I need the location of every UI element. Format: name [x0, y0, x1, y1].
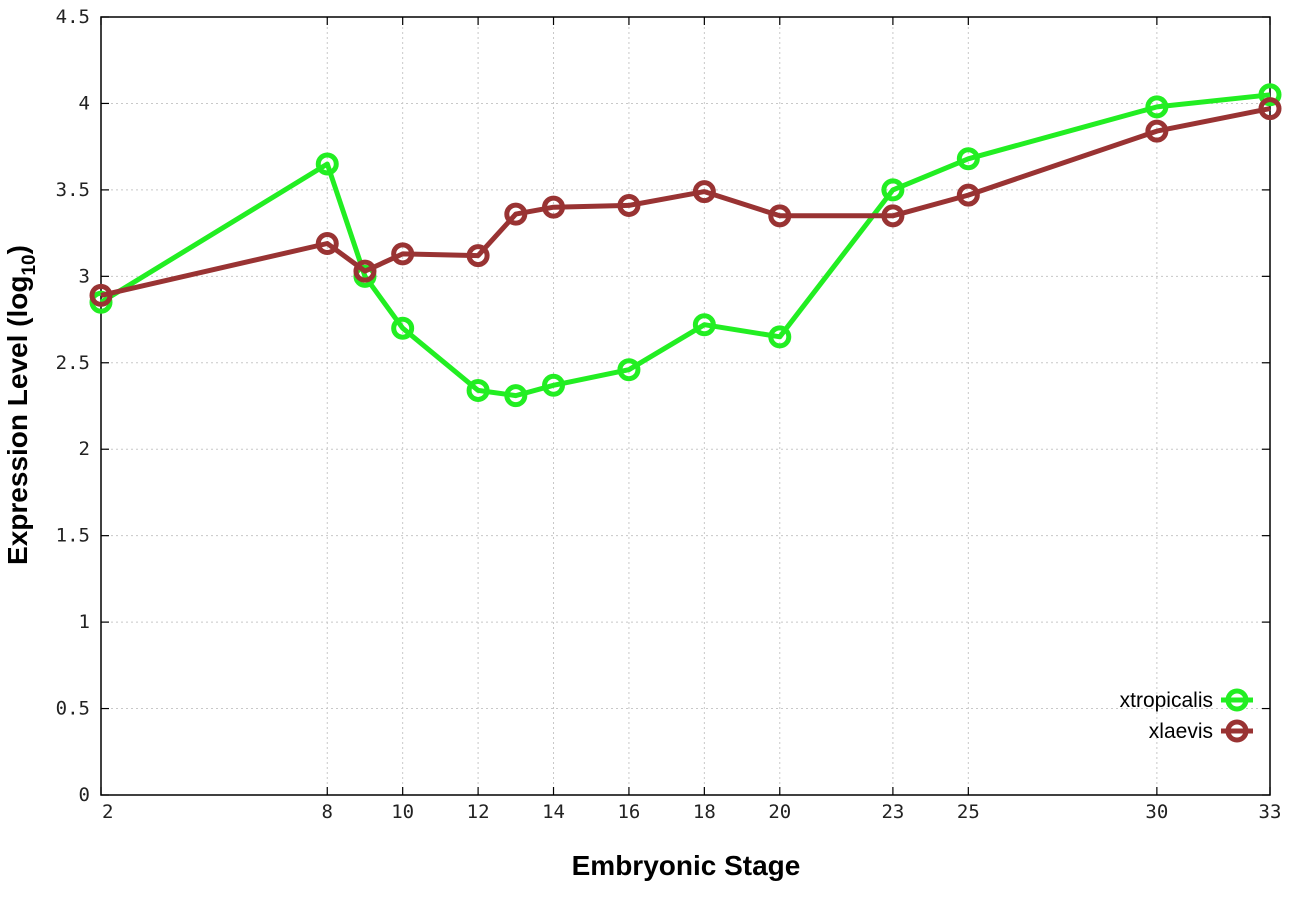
- y-tick-label: 3.5: [56, 179, 90, 201]
- y-tick-label: 2: [79, 438, 90, 460]
- y-tick-label: 0.5: [56, 698, 90, 720]
- series-line: [100, 106, 1271, 298]
- data-point: [1145, 95, 1169, 119]
- data-point: [956, 183, 980, 207]
- x-tick-label: 16: [617, 801, 640, 823]
- series-layer: [89, 83, 1282, 408]
- data-point: [315, 152, 339, 176]
- data-point: [768, 325, 792, 349]
- y-tick-label: 0: [79, 784, 90, 806]
- data-point: [617, 193, 641, 217]
- grid: [101, 17, 1270, 795]
- data-point: [89, 283, 113, 307]
- legend-label: xlaevis: [1149, 720, 1213, 743]
- data-point: [466, 378, 490, 402]
- data-point: [1145, 119, 1169, 143]
- x-tick-label: 18: [693, 801, 716, 823]
- x-tick-label: 20: [768, 801, 791, 823]
- data-point: [353, 259, 377, 283]
- data-point: [504, 202, 528, 226]
- legend-marker: [1225, 688, 1249, 712]
- series-xtropicalis: [89, 83, 1282, 408]
- y-tick-label: 4: [79, 92, 90, 114]
- x-tick-label: 14: [542, 801, 565, 823]
- legend-marker: [1225, 719, 1249, 743]
- x-tick-label: 8: [322, 801, 333, 823]
- x-tick-label: 25: [957, 801, 980, 823]
- y-tick-label: 1: [79, 611, 90, 633]
- data-point: [466, 244, 490, 268]
- series-xlaevis: [89, 97, 1282, 307]
- y-tick-label: 3: [79, 265, 90, 287]
- data-point: [881, 178, 905, 202]
- x-tick-label: 23: [881, 801, 904, 823]
- data-point: [315, 231, 339, 255]
- data-point: [542, 195, 566, 219]
- y-tick-label: 2.5: [56, 352, 90, 374]
- x-tick-label: 2: [102, 801, 113, 823]
- data-point: [1258, 97, 1282, 121]
- plot-frame: [100, 16, 1271, 796]
- y-axis-title: Expression Level (log10): [2, 245, 40, 565]
- y-axis-title-end: ): [2, 245, 33, 254]
- x-tick-label: 12: [467, 801, 490, 823]
- data-point: [768, 204, 792, 228]
- data-point: [1258, 83, 1282, 107]
- data-point: [391, 242, 415, 266]
- data-point: [504, 384, 528, 408]
- y-tick-label: 4.5: [56, 6, 90, 28]
- y-axis-title-main: Expression Level (log: [2, 276, 33, 565]
- x-axis-title: Embryonic Stage: [572, 850, 801, 881]
- data-point: [692, 313, 716, 337]
- x-tick-label: 10: [391, 801, 414, 823]
- data-point: [391, 316, 415, 340]
- data-point: [542, 373, 566, 397]
- y-axis-title-subscript: 10: [19, 254, 40, 275]
- data-point: [956, 147, 980, 171]
- x-tick-label: 30: [1145, 801, 1168, 823]
- x-tick-label: 33: [1259, 801, 1282, 823]
- data-point: [881, 204, 905, 228]
- data-point: [692, 180, 716, 204]
- legend: xtropicalis xlaevis: [1120, 688, 1253, 743]
- series-line: [99, 92, 1271, 399]
- axis-ticks: 0 0.5 1 1.5 2 2.5 3 3.5 4 4.5 2 8 10 12 14 16 18 20 23 25 30…: [56, 6, 1282, 823]
- y-tick-label: 1.5: [56, 525, 90, 547]
- legend-label: xtropicalis: [1120, 689, 1213, 712]
- data-point: [617, 358, 641, 382]
